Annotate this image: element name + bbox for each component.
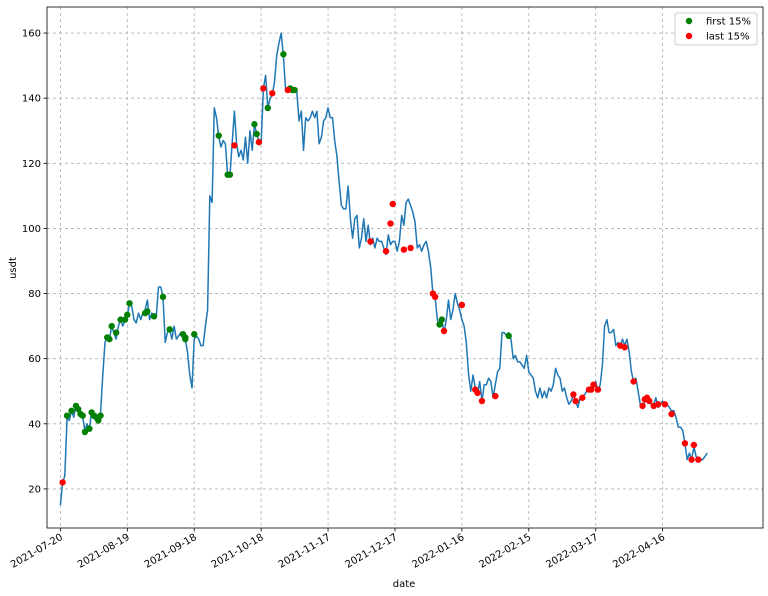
first-marker: [291, 86, 298, 94]
y-tick-label: 40: [28, 419, 41, 430]
last-marker: [630, 378, 637, 385]
first-marker: [81, 428, 89, 436]
last-marker: [688, 456, 695, 463]
last-marker: [284, 86, 292, 94]
first-marker: [144, 308, 151, 315]
last-marker: [639, 402, 646, 410]
first-marker: [253, 130, 260, 138]
last-marker: [260, 85, 267, 92]
legend: first 15% last 15%: [674, 12, 758, 46]
legend-marker-first: [685, 17, 693, 25]
first-marker: [86, 425, 93, 432]
last-marker: [654, 401, 662, 408]
legend-label-last: last 15%: [706, 32, 749, 43]
first-marker: [251, 121, 258, 128]
first-marker: [226, 171, 234, 178]
x-axis-label: date: [393, 579, 416, 590]
first-marker: [505, 332, 512, 340]
first-marker: [95, 417, 102, 424]
last-marker: [431, 293, 439, 301]
last-marker: [59, 479, 66, 486]
first-marker: [150, 313, 158, 320]
last-marker: [572, 397, 579, 405]
legend-label-first: first 15%: [706, 17, 751, 28]
first-marker: [108, 322, 115, 330]
axes-frame: [46, 6, 764, 529]
first-marker: [191, 331, 198, 338]
first-marker: [75, 405, 82, 413]
y-tick-label: 20: [28, 484, 41, 495]
legend-marker-last: [685, 32, 693, 40]
first-marker: [159, 293, 167, 301]
first-marker: [106, 335, 113, 343]
y-tick-label: 60: [28, 354, 41, 365]
last-marker: [407, 244, 414, 252]
markers-group: [59, 51, 702, 486]
last-marker: [478, 397, 486, 405]
first-marker: [166, 326, 173, 333]
first-marker: [182, 334, 189, 341]
first-marker: [280, 51, 287, 58]
first-marker: [124, 311, 131, 318]
last-marker: [570, 391, 577, 398]
y-tick-label: 140: [22, 94, 41, 105]
first-marker: [112, 329, 120, 336]
last-marker: [621, 344, 628, 351]
last-marker: [690, 441, 698, 449]
y-ticks-group: 20 40 60 80 100 120 140 160: [22, 29, 47, 495]
last-marker: [594, 386, 602, 393]
last-marker: [255, 138, 263, 146]
y-tick-label: 80: [28, 289, 41, 300]
last-marker: [389, 200, 396, 208]
last-marker: [661, 401, 669, 408]
last-marker: [382, 248, 390, 255]
first-marker: [63, 412, 71, 419]
axes-group: [46, 6, 764, 529]
first-marker: [436, 321, 443, 328]
last-marker: [668, 410, 675, 418]
y-tick-label: 100: [22, 224, 41, 235]
last-marker: [590, 381, 597, 388]
first-marker: [215, 132, 222, 139]
first-marker: [121, 316, 129, 323]
last-marker: [588, 386, 595, 393]
first-marker: [97, 412, 104, 419]
legend-box: [674, 12, 758, 46]
y-tick-label: 160: [22, 29, 41, 40]
last-marker: [695, 456, 702, 463]
last-marker: [231, 142, 238, 149]
first-marker: [264, 104, 272, 112]
last-marker: [367, 238, 374, 245]
last-marker: [579, 394, 586, 401]
first-marker: [68, 407, 75, 414]
last-marker: [400, 246, 408, 253]
grid-lines: [47, 7, 763, 528]
first-marker: [438, 316, 446, 323]
first-marker: [117, 316, 124, 323]
last-marker: [269, 90, 276, 97]
last-marker: [440, 327, 448, 335]
first-marker: [126, 300, 133, 307]
last-marker: [474, 389, 481, 397]
last-marker: [646, 397, 653, 405]
last-marker: [681, 440, 689, 447]
last-marker: [387, 220, 394, 227]
first-marker: [79, 412, 86, 419]
last-marker: [492, 392, 499, 400]
y-tick-label: 120: [22, 159, 41, 170]
last-marker: [458, 301, 466, 309]
y-axis-label: usdt: [8, 257, 19, 279]
